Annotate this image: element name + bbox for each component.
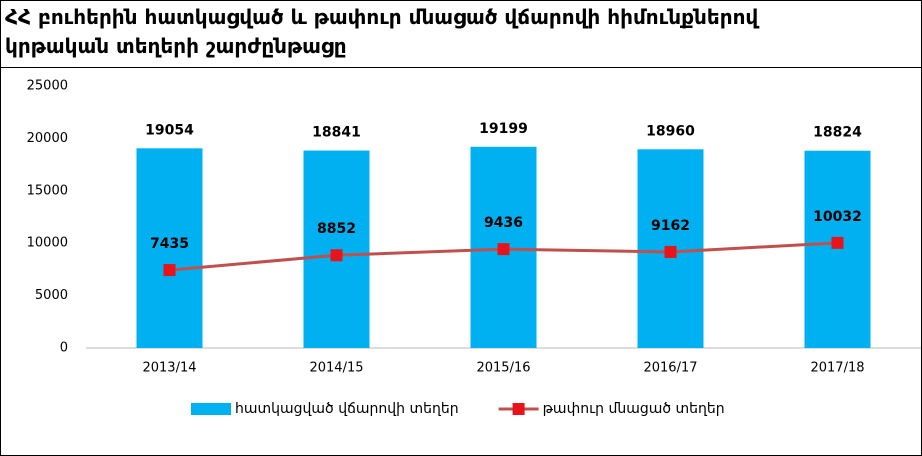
y-tick-label: 25000 [27, 79, 68, 94]
line-marker [831, 236, 844, 249]
chart-title: ՀՀ բուհերին հատկացված և թափուր մնացած վճ… [5, 5, 759, 58]
bar [804, 150, 871, 348]
bar-label: 19054 [145, 122, 194, 138]
line-label: 10032 [813, 209, 862, 225]
line-marker [497, 243, 510, 256]
legend-swatch [191, 403, 231, 415]
bar [136, 148, 203, 348]
line-label: 9162 [651, 218, 690, 234]
bar-label: 18824 [813, 125, 862, 141]
x-tick-label: 2013/14 [142, 361, 196, 376]
line-label: 7435 [150, 236, 189, 252]
bar-label: 18841 [312, 125, 361, 141]
line-marker [664, 245, 677, 258]
line-label: 8852 [317, 221, 356, 237]
x-tick-label: 2014/15 [309, 361, 363, 376]
bar-label: 19199 [479, 121, 528, 137]
x-tick-label: 2016/17 [643, 361, 697, 376]
title-rule [1, 67, 921, 68]
legend-label: հատկացված վճարովի տեղեր [235, 401, 459, 417]
y-tick-label: 10000 [27, 236, 68, 251]
y-tick-label: 5000 [35, 288, 68, 303]
legend-swatch [512, 403, 525, 415]
y-tick-label: 20000 [27, 131, 68, 146]
line-marker [163, 264, 176, 277]
line-label: 9436 [484, 215, 523, 231]
legend-label: թափուր մնացած տեղեր [543, 401, 725, 417]
y-tick-label: 0 [60, 341, 68, 356]
x-tick-label: 2015/16 [476, 361, 530, 376]
bar-label: 18960 [646, 123, 695, 139]
y-tick-label: 15000 [27, 183, 68, 198]
x-tick-label: 2017/18 [810, 361, 864, 376]
line-marker [330, 249, 343, 262]
